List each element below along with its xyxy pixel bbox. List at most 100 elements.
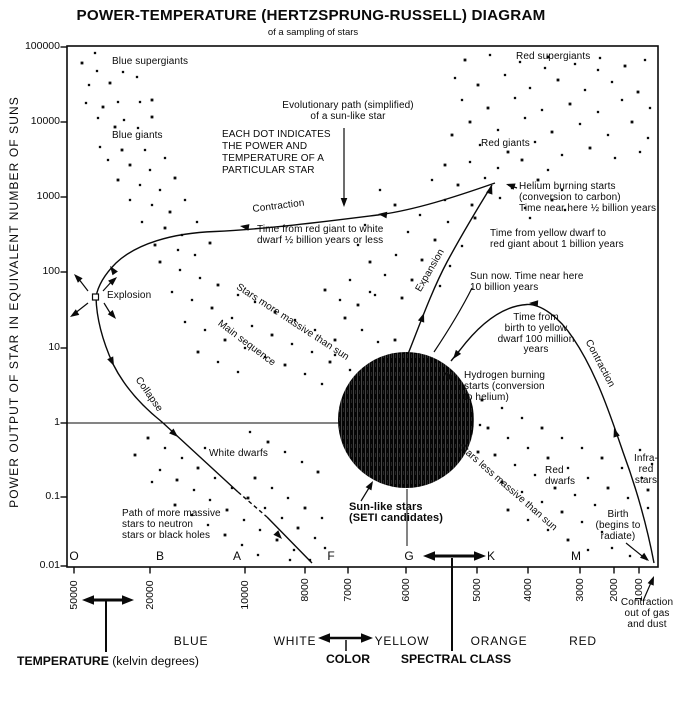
star-dot	[513, 96, 517, 100]
arrowhead	[82, 595, 94, 605]
star-dot	[300, 460, 304, 464]
arrowhead	[318, 633, 330, 643]
star-dot	[646, 488, 650, 492]
star-dot	[116, 100, 120, 104]
star-dot	[170, 290, 174, 294]
spectral-class-F: F	[327, 549, 335, 563]
star-dot	[198, 276, 202, 280]
star-dot	[313, 328, 317, 332]
star-dot	[610, 80, 614, 84]
star-dot	[540, 426, 544, 430]
y-tick-label: 1	[54, 416, 60, 428]
star-dot	[263, 506, 267, 510]
helium-burning-note: Helium burning starts (conversion to car…	[519, 181, 657, 214]
star-dot	[266, 440, 270, 444]
star-dot	[630, 120, 634, 124]
spectral-class-M: M	[571, 549, 581, 563]
star-dot	[173, 503, 177, 507]
x-tick-label: 20000	[144, 580, 156, 610]
star-dot	[190, 298, 194, 302]
x-tick-label: 10000	[239, 580, 251, 610]
arrowhead	[107, 310, 116, 319]
star-dot	[506, 150, 510, 154]
star-dot	[596, 110, 600, 114]
star-dot	[503, 73, 507, 77]
star-dot	[150, 203, 154, 207]
star-dot	[168, 210, 172, 214]
spectral-class-G: G	[404, 549, 414, 563]
star-dot	[566, 538, 570, 542]
star-dot	[146, 436, 150, 440]
star-dot	[150, 115, 154, 119]
star-dot	[550, 198, 554, 202]
star-dot	[420, 258, 424, 262]
star-dot	[206, 523, 210, 527]
star-dot	[242, 518, 246, 522]
spectral-class-K: K	[486, 549, 496, 563]
star-dot	[296, 526, 300, 530]
arrowheads	[70, 183, 654, 643]
star-dot	[120, 148, 124, 152]
star-dot	[520, 416, 524, 420]
star-dot	[270, 486, 274, 490]
y-tick-label: 0.1	[45, 490, 60, 502]
star-dot	[356, 303, 360, 307]
star-dot	[646, 506, 650, 510]
star-dot	[506, 508, 510, 512]
arrowhead	[361, 633, 373, 643]
star-dot	[138, 100, 142, 104]
star-dot	[560, 188, 564, 192]
x-tick-label: 7000	[342, 578, 354, 602]
star-dot	[566, 466, 570, 470]
star-dot	[638, 150, 642, 154]
star-dot	[320, 516, 324, 520]
x-tick-label: 50000	[68, 580, 80, 610]
star-dot	[236, 293, 240, 297]
star-dot	[528, 216, 532, 220]
star-dot	[225, 508, 229, 512]
star-dot	[394, 253, 398, 257]
star-dot	[240, 543, 244, 547]
curve-to-white-dwarfs	[266, 516, 313, 564]
color-caption: COLOR	[325, 652, 371, 666]
star-dot	[323, 288, 327, 292]
star-dot	[323, 546, 327, 550]
star-dot	[230, 316, 234, 320]
star-dot	[468, 120, 472, 124]
star-dot	[393, 338, 397, 342]
star-dot	[443, 163, 447, 167]
star-dot	[523, 206, 527, 210]
star-dot	[158, 260, 162, 264]
star-dot	[250, 324, 254, 328]
star-dot	[470, 203, 474, 207]
star-dot	[546, 456, 550, 460]
star-dot	[348, 368, 352, 372]
star-dot	[610, 546, 614, 550]
arrowhead	[506, 183, 516, 190]
y-tick-label: 0.01	[39, 559, 60, 571]
red-supergiants-label: Red supergiants	[516, 51, 591, 62]
x-tick-label: 8000	[299, 578, 311, 602]
star-dot	[553, 486, 557, 490]
arrowhead	[273, 530, 282, 539]
star-dot	[263, 355, 267, 359]
star-dot	[496, 128, 500, 132]
birth-note: Birth (begins to radiate)	[595, 509, 641, 542]
star-dot	[223, 533, 227, 537]
star-dot	[468, 160, 472, 164]
path-massive-stars-note: Path of more massive stars to neutron st…	[122, 508, 221, 541]
star-dot	[333, 338, 337, 342]
star-dot	[190, 513, 194, 517]
arrowhead	[240, 224, 250, 231]
star-dot	[135, 75, 139, 79]
star-dot	[320, 382, 324, 386]
star-dot	[513, 463, 517, 467]
star-dot	[546, 528, 550, 532]
star-dot	[560, 510, 564, 514]
star-dot	[208, 241, 212, 245]
star-dot	[230, 486, 234, 490]
star-dot	[460, 244, 464, 248]
star-dot	[643, 58, 647, 62]
star-dot	[303, 372, 307, 376]
arrowhead	[110, 266, 118, 276]
